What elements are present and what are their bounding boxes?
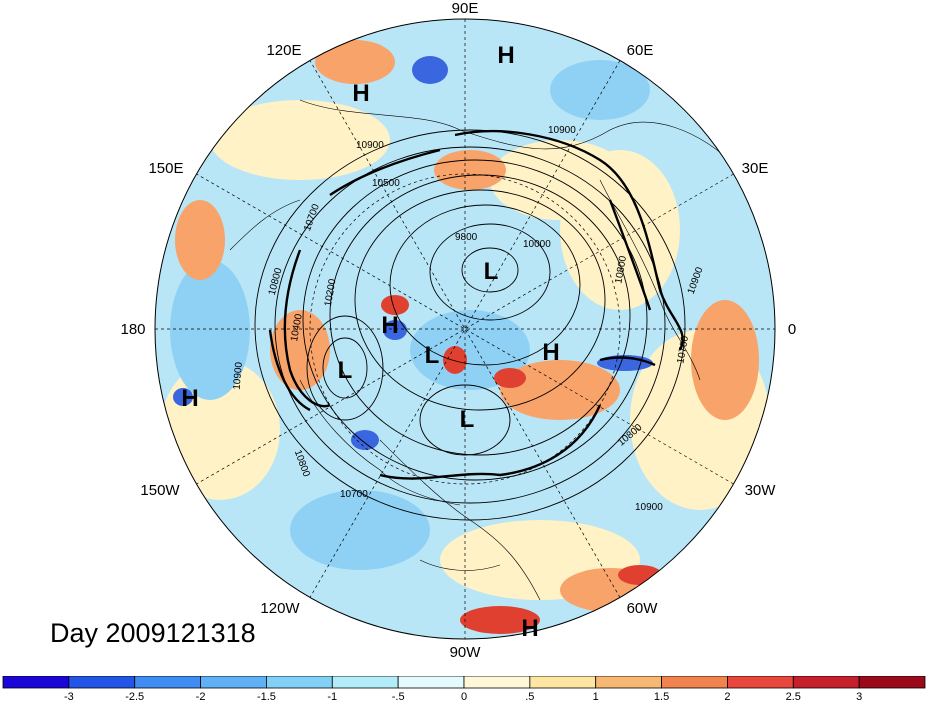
lon-label-60e: 60E [627,42,654,59]
colorbar-tick-label: 2 [724,691,730,702]
contour-label: 10000 [523,239,551,250]
colorbar-tick-label: 2.5 [786,691,801,702]
colorbar-box [595,676,662,689]
lon-label-90w: 90W [450,644,482,661]
longitude-labels: 90E 60E 30E 0 30W 60W 90W 120W 150W 180 … [120,0,796,661]
low-marker: L [425,342,440,369]
colorbar-box [200,676,267,689]
colorbar-box [68,676,136,689]
colorbar-box [792,676,860,689]
low-marker: L [460,406,475,433]
contour-label: 10800 [613,255,629,285]
contour-label: 10700 [675,335,691,365]
colorbar-tick-label: 3 [856,691,862,702]
contour-label: 10200 [323,278,339,308]
colorbar-tick-label: -.5 [392,691,405,702]
colorbar-tick-label: 0 [461,691,467,702]
contour-label: 10900 [635,502,663,513]
contour-label: 10700 [340,489,368,500]
colorbar-box [529,676,597,689]
colorbar-tick-label: -2 [196,691,206,702]
colorbar: -3 -2.5 -2 -1.5 -1 -.5 0 .5 1 1.5 2 2.5 3 [2,676,926,702]
colorbar-boxes [2,676,926,689]
colorbar-box [134,676,201,689]
contour-label: 10900 [232,361,245,390]
contour-label: 10900 [548,125,576,136]
day-label: Day 2009121318 [50,618,256,648]
contour-label: 10500 [372,178,400,189]
lon-label-0: 0 [788,321,796,338]
high-marker: H [542,339,559,366]
colorbar-tick-label: -3 [64,691,74,702]
contour-label: 10900 [356,140,384,151]
colorbar-box [661,676,728,689]
colorbar-tick-label: -2.5 [125,691,144,702]
colorbar-tick-label: -1 [327,691,337,702]
colorbar-tick-label: -1.5 [257,691,276,702]
lon-label-120e: 120E [266,42,301,59]
height-contours [254,129,686,521]
lon-label-180: 180 [120,321,145,338]
polar-stereographic-map: 10900 10900 10500 10700 9800 10000 10800… [120,0,796,661]
high-marker: H [352,80,369,107]
colorbar-tick-labels: -3 -2.5 -2 -1.5 -1 -.5 0 .5 1 1.5 2 2.5 3 [64,691,862,702]
lon-label-150e: 150E [148,160,183,177]
lon-label-150w: 150W [140,482,180,499]
high-marker: H [381,312,398,339]
colorbar-box [331,676,399,689]
high-marker: H [181,385,198,412]
lon-label-60w: 60W [627,600,659,617]
anomaly-shading [155,19,775,639]
pressure-system-markers: H H L H L L H L H H [181,42,559,642]
contour-label: 9800 [455,232,478,243]
high-marker: H [521,615,538,642]
map-boundary [154,18,776,640]
lon-label-90e: 90E [452,0,479,17]
colorbar-box [397,676,465,689]
colorbar-tick-label: 1.5 [654,691,669,702]
colorbar-tick-label: 1 [593,691,599,702]
low-marker: L [338,357,353,384]
lon-label-30e: 30E [742,160,769,177]
lon-label-30w: 30W [745,482,777,499]
jet-contours [268,130,684,480]
colorbar-box [266,676,333,689]
colorbar-box [463,676,531,689]
colorbar-box [858,676,926,689]
high-marker: H [497,42,514,69]
contour-label: 10400 [289,313,305,343]
colorbar-box [2,676,70,689]
low-marker: L [484,258,499,285]
colorbar-box [727,676,794,689]
lon-label-120w: 120W [260,600,300,617]
colorbar-tick-label: .5 [525,691,534,702]
